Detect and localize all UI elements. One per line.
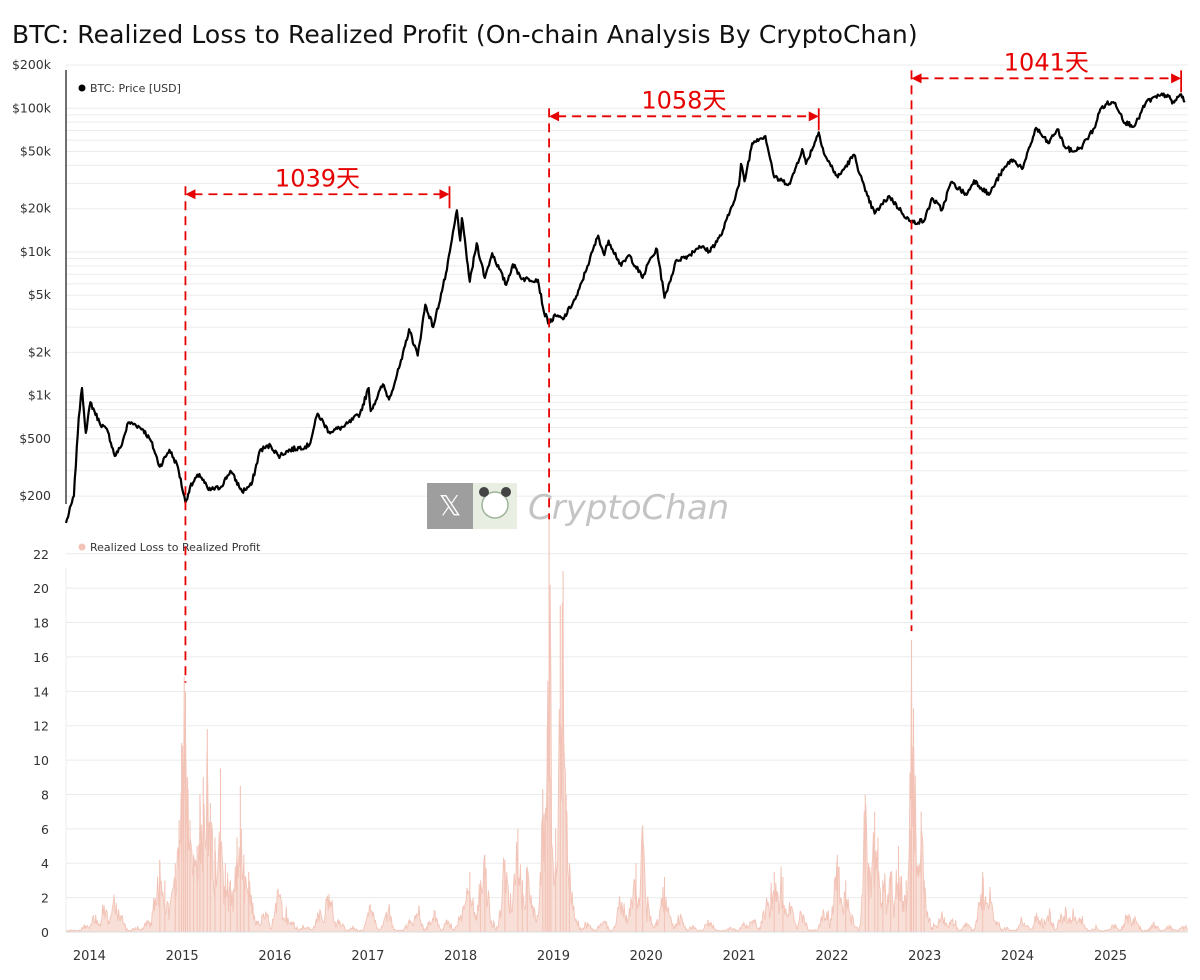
x-tick-label: 2018: [444, 949, 477, 964]
ratio-tick-label: 6: [41, 822, 49, 837]
ratio-series-line: [66, 584, 1188, 933]
cycle-length-label: 1041天: [1004, 48, 1089, 76]
ratio-tick-label: 22: [33, 547, 49, 562]
price-tick-label: $5k: [28, 287, 52, 302]
ratio-tick-label: 12: [33, 719, 49, 734]
x-tick-label: 2020: [630, 949, 663, 964]
cycle-annotation: 1058天: [548, 86, 820, 520]
cycle-arrow-right: [1171, 73, 1182, 84]
avatar-ear-right: [501, 487, 511, 497]
cycle-annotation: 1041天: [910, 48, 1183, 632]
ratio-legend-dot: [78, 543, 86, 551]
price-tick-label: $50k: [20, 144, 52, 159]
x-tick-label: 2025: [1094, 949, 1127, 964]
ratio-grid: [66, 553, 1188, 933]
ratio-tick-label: 4: [41, 856, 49, 871]
cycle-annotations: 1039天 1058天 1041天: [184, 48, 1183, 683]
price-tick-label: $20k: [20, 201, 52, 216]
x-tick-label: 2023: [908, 949, 941, 964]
cycle-arrow-left: [911, 73, 922, 84]
x-tick-label: 2022: [815, 949, 848, 964]
x-tick-label: 2015: [166, 949, 199, 964]
ratio-tick-label: 20: [33, 581, 49, 596]
price-tick-label: $10k: [20, 244, 52, 259]
ratio-tick-label: 18: [33, 616, 49, 631]
ratio-tick-label: 0: [41, 925, 49, 940]
watermark-text: CryptoChan: [528, 488, 729, 528]
price-tick-label: $2k: [28, 344, 52, 359]
x-logo-icon: [427, 483, 473, 529]
price-legend: BTC: Price [USD]: [78, 82, 181, 95]
cycle-arrow-right: [808, 111, 819, 122]
ratio-tick-label: 14: [33, 684, 49, 699]
ratio-tick-label: 8: [41, 787, 49, 802]
price-legend-dot: [78, 84, 86, 92]
ratio-legend: Realized Loss to Realized Profit: [78, 541, 261, 554]
x-tick-label: 2017: [351, 949, 384, 964]
ratio-area-layer: [66, 519, 1188, 933]
chart-title: BTC: Realized Loss to Realized Profit (O…: [12, 20, 918, 49]
price-tick-label: $1k: [28, 388, 52, 403]
x-tick-label: 2019: [537, 949, 570, 964]
avatar-ear-left: [479, 487, 489, 497]
cycle-length-label: 1058天: [641, 86, 726, 114]
x-tick-label: 2016: [258, 949, 291, 964]
axes: $200k $100k $50k $20k $10k $5k $2k $1k $500 $200 0…: [12, 57, 1188, 964]
ratio-tick-label: 2: [41, 891, 49, 906]
ratio-tick-label: 16: [33, 650, 49, 665]
cycle-annotation: 1039天: [184, 164, 451, 683]
ratio-tick-label: 10: [33, 753, 49, 768]
avatar-face: [481, 491, 509, 519]
price-tick-label: $200k: [12, 57, 52, 72]
x-tick-label: 2021: [723, 949, 756, 964]
price-grid: [66, 64, 1188, 497]
price-line-layer: [64, 92, 1186, 524]
ratio-series-area: [66, 584, 1188, 932]
cycle-arrow-right: [439, 189, 450, 200]
x-logo-glyph: 𝕏: [439, 489, 462, 522]
cycle-length-label: 1039天: [275, 164, 360, 192]
price-tick-label: $100k: [12, 100, 52, 115]
x-tick-label: 2014: [73, 949, 106, 964]
ratio-legend-label: Realized Loss to Realized Profit: [90, 541, 261, 554]
cycle-arrow-left: [549, 111, 560, 122]
price-tick-label: $500: [19, 431, 51, 446]
cycle-arrow-left: [185, 189, 196, 200]
price-series-line: [64, 92, 1186, 524]
price-tick-label: $200: [19, 488, 51, 503]
price-legend-label: BTC: Price [USD]: [90, 82, 181, 95]
x-tick-label: 2024: [1001, 949, 1034, 964]
watermark: 𝕏 CryptoChan: [427, 483, 729, 529]
